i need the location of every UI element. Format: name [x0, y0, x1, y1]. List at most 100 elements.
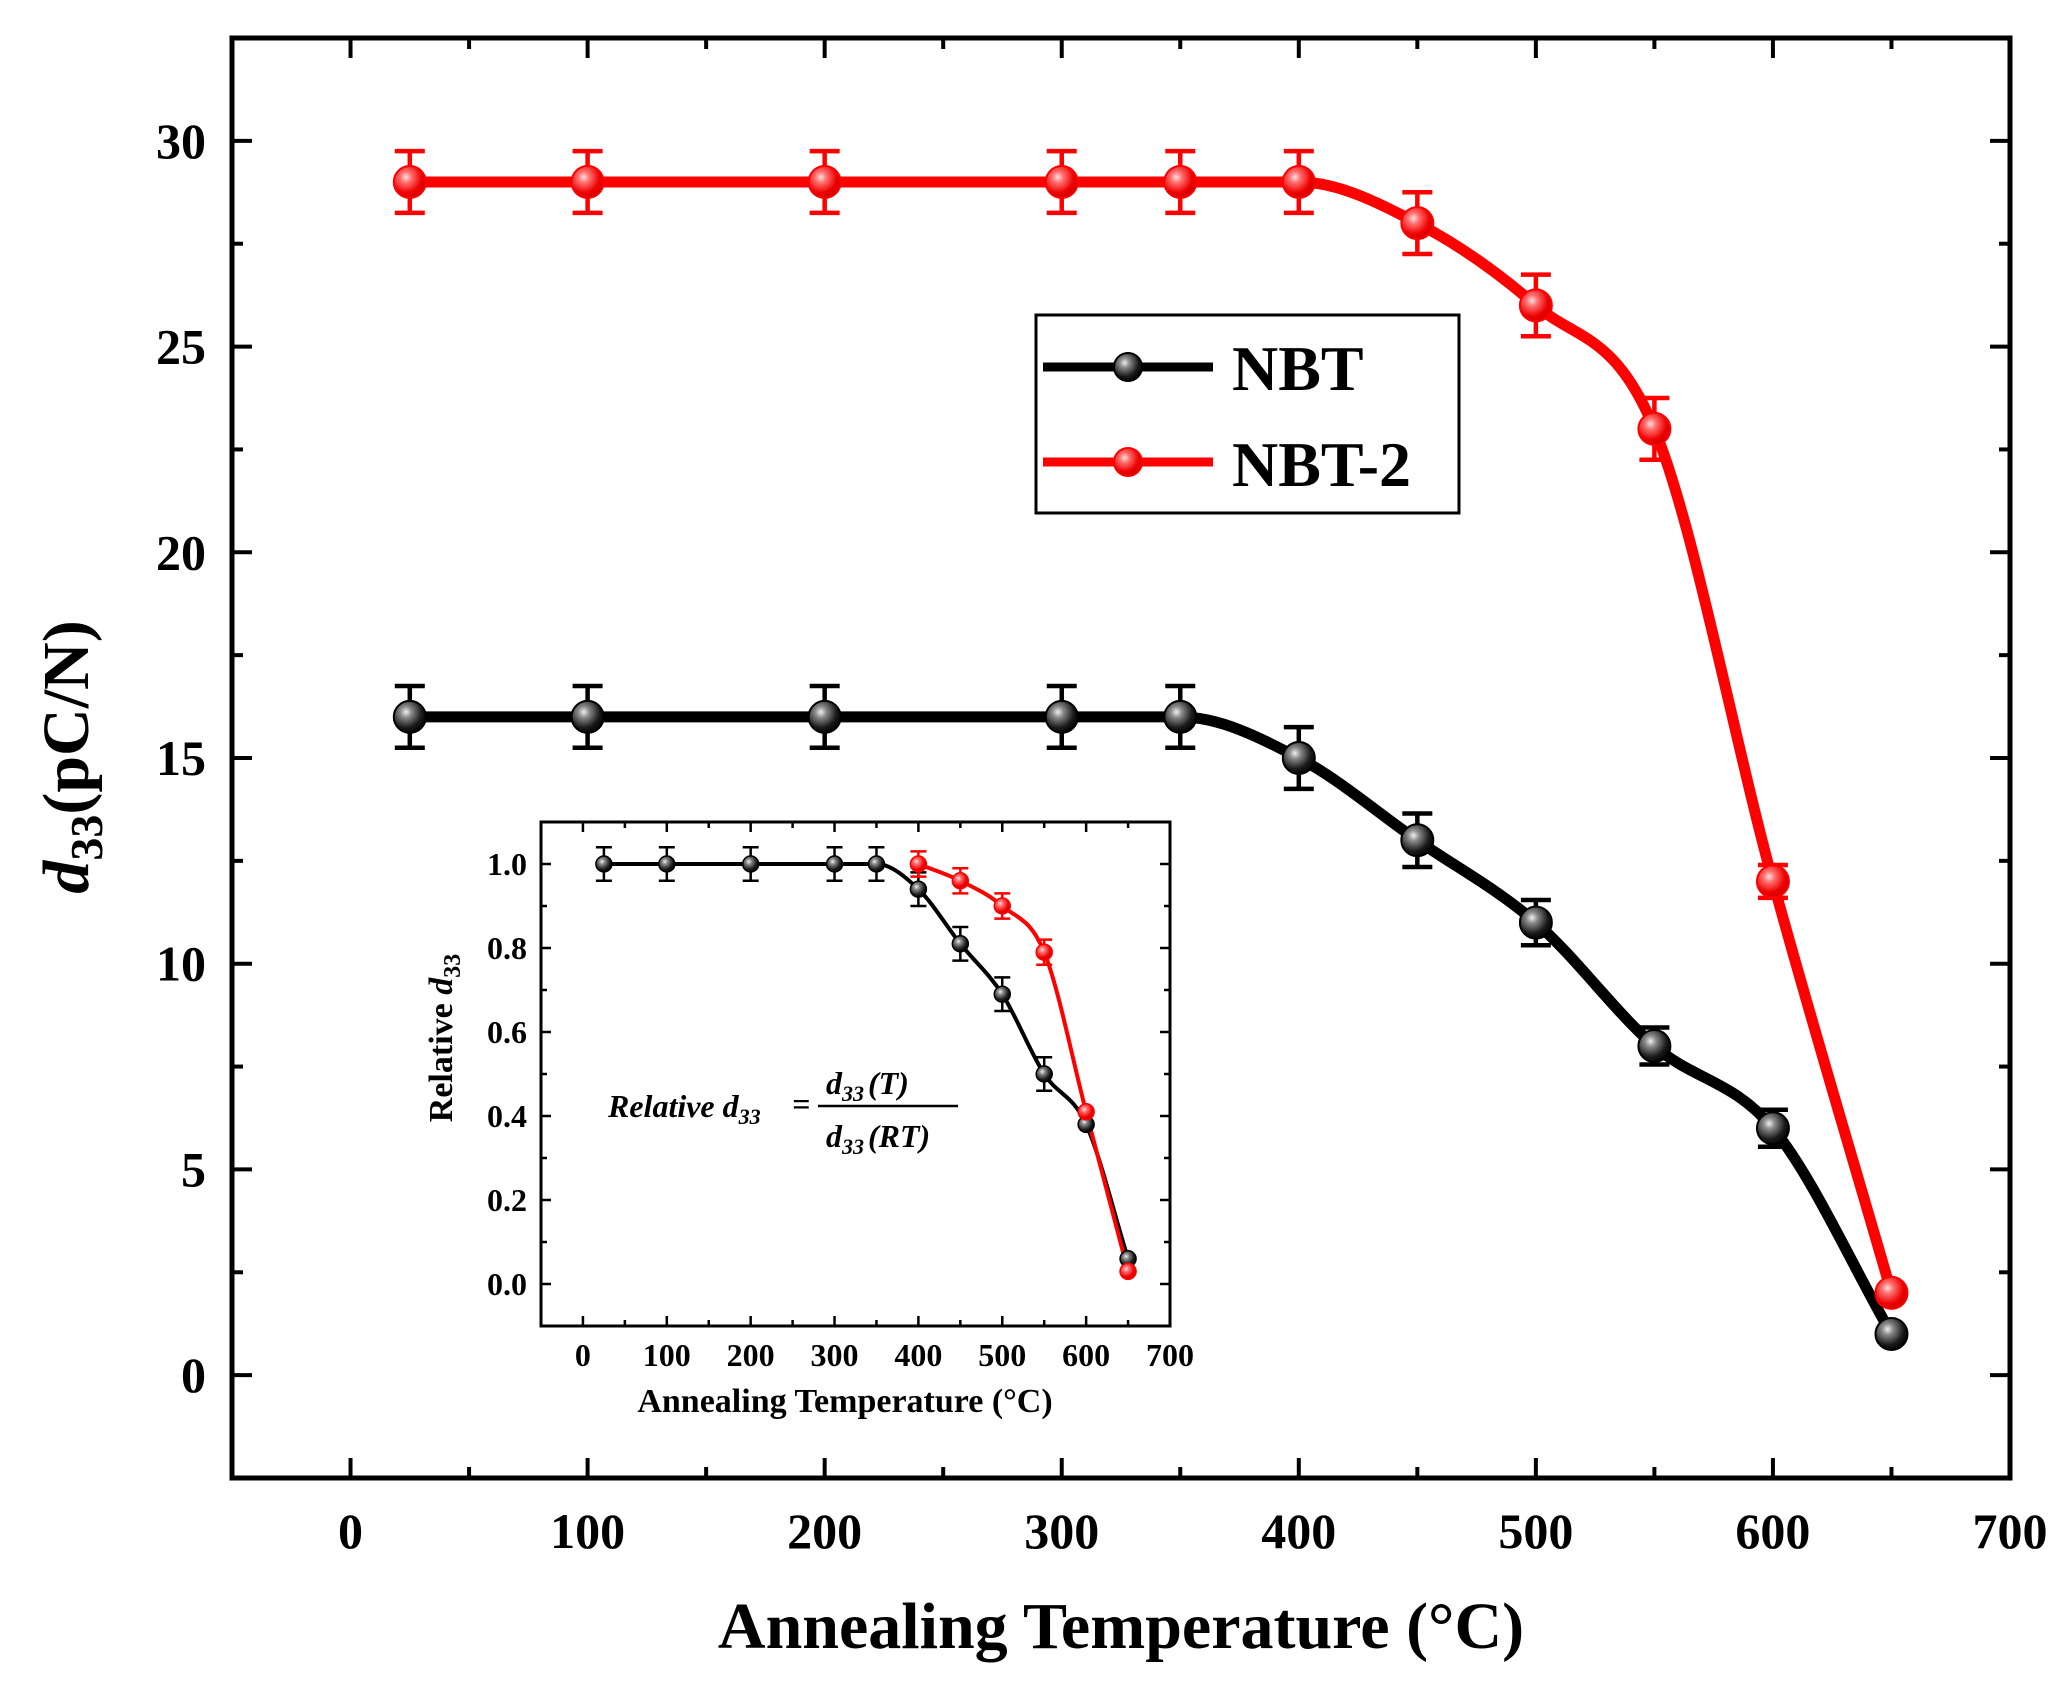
data-point-nbt — [1874, 1317, 1909, 1351]
formula-den-arg: (RT) — [868, 1118, 930, 1154]
main-x-axis-title: Annealing Temperature (°C) — [718, 1590, 1524, 1663]
inset-background — [541, 822, 1170, 1326]
data-point-nbt — [1163, 699, 1198, 734]
formula-numerator: d33 (T) — [826, 1065, 909, 1106]
data-point-nbt — [993, 985, 1012, 1003]
x-tick-label: 0 — [338, 1503, 363, 1559]
data-point-nbt — [1400, 823, 1435, 858]
legend-marker-nbt — [1113, 352, 1143, 382]
formula-num-arg: (T) — [868, 1065, 909, 1101]
y-tick-label: 25 — [156, 319, 206, 375]
legend: NBT NBT-2 — [1034, 313, 1461, 515]
main-y-axis-title-unit: (pC/N) — [30, 620, 103, 814]
x-tick-label: 300 — [811, 1337, 859, 1373]
main-plot: 0 100 200 300 400 500 600 700 0 5 10 15 20 25 30 Anne… — [30, 35, 2048, 1663]
x-tick-label: 400 — [894, 1337, 942, 1373]
x-tick-label: 0 — [575, 1337, 591, 1373]
legend-box — [1034, 313, 1461, 515]
y-tick-label: 30 — [156, 113, 206, 169]
data-point-nbt-2 — [392, 165, 427, 199]
formula-lhs: Relative d33 — [607, 1088, 761, 1129]
data-point-nbt-2 — [570, 165, 605, 199]
series-line-nbt-2 — [409, 176, 1897, 1295]
x-tick-label: 700 — [1973, 1503, 2048, 1559]
data-point-nbt-2 — [909, 855, 928, 873]
inset-axis-ticks — [539, 820, 1172, 1328]
main-y-tick-labels: 0 5 10 15 20 25 30 — [156, 113, 206, 1403]
x-tick-label: 100 — [643, 1337, 691, 1373]
inset-x-tick-labels: 0 100 200 300 400 500 600 700 — [575, 1337, 1194, 1373]
data-point-nbt-2 — [1400, 206, 1435, 241]
y-tick-label: 10 — [156, 936, 206, 992]
data-point-nbt — [807, 699, 842, 734]
data-point-nbt — [825, 855, 844, 873]
legend-label-nbt2: NBT-2 — [1232, 429, 1411, 500]
y-tick-label: 0.8 — [487, 930, 527, 966]
data-point-nbt — [1035, 1065, 1053, 1083]
inset-data-points — [595, 855, 1137, 1281]
legend-label-nbt: NBT — [1232, 333, 1364, 404]
series-line-nbt — [603, 861, 1131, 1260]
x-tick-label: 400 — [1261, 1503, 1336, 1559]
data-point-nbt-2 — [1755, 864, 1790, 899]
main-y-axis-title-d: d — [30, 860, 103, 894]
formula-den-sub: 33 — [841, 1134, 864, 1159]
data-point-nbt — [658, 855, 676, 873]
formula-equals: = — [792, 1086, 810, 1122]
x-tick-label: 600 — [1735, 1503, 1810, 1559]
data-point-nbt-2 — [1281, 165, 1316, 199]
x-tick-label: 700 — [1146, 1337, 1194, 1373]
x-tick-label: 600 — [1062, 1337, 1110, 1373]
main-y-axis-title-sub: 33 — [61, 815, 112, 861]
formula-lhs-sub: 33 — [738, 1104, 761, 1129]
y-tick-label: 0.2 — [487, 1182, 527, 1218]
y-tick-label: 20 — [156, 524, 206, 580]
y-tick-label: 0.0 — [487, 1266, 527, 1302]
x-tick-label: 500 — [1498, 1503, 1573, 1559]
main-x-tick-labels: 0 100 200 300 400 500 600 700 — [338, 1503, 2047, 1559]
inset-formula: Relative d33 = d33 (T) d33 (RT) — [607, 1065, 958, 1159]
x-tick-label: 100 — [550, 1503, 625, 1559]
formula-denominator: d33 (RT) — [826, 1118, 930, 1159]
y-tick-label: 0.6 — [487, 1014, 527, 1050]
y-tick-label: 0.4 — [487, 1098, 527, 1134]
data-point-nbt-2 — [951, 872, 970, 890]
inset-x-axis-title: Annealing Temperature (°C) — [637, 1383, 1052, 1420]
data-point-nbt — [1281, 741, 1316, 775]
x-tick-label: 500 — [978, 1337, 1026, 1373]
main-y-axis-title: d33(pC/N) — [30, 620, 112, 893]
data-point-nbt — [392, 699, 427, 734]
data-point-nbt — [1044, 699, 1079, 734]
data-point-nbt-2 — [993, 897, 1012, 915]
y-tick-label: 1.0 — [487, 846, 527, 882]
data-point-nbt — [1518, 905, 1553, 940]
x-tick-label: 200 — [787, 1503, 862, 1559]
inset-y-axis-title-d: d — [423, 977, 460, 995]
inset-plot: 0 100 200 300 400 500 600 700 0.0 0.2 0.4 0.6 0.8 1.… — [423, 820, 1194, 1420]
main-axis-ticks — [230, 36, 2012, 1480]
data-point-nbt-2 — [1163, 165, 1198, 199]
data-point-nbt-2 — [1035, 943, 1053, 961]
data-point-nbt-2 — [1077, 1103, 1095, 1121]
data-point-nbt — [867, 855, 886, 873]
formula-num-d: d — [826, 1065, 843, 1101]
y-tick-label: 15 — [156, 730, 206, 786]
data-point-nbt-2 — [1874, 1275, 1909, 1310]
inset-y-axis-title-sub: 33 — [440, 954, 466, 978]
x-tick-label: 200 — [727, 1337, 775, 1373]
formula-num-sub: 33 — [841, 1081, 864, 1106]
data-point-nbt — [595, 855, 613, 873]
inset-y-axis-title-text: Relative — [423, 995, 460, 1122]
data-point-nbt — [951, 935, 970, 953]
data-point-nbt — [1637, 1029, 1672, 1063]
data-point-nbt-2 — [1119, 1262, 1137, 1281]
y-tick-label: 5 — [181, 1141, 206, 1197]
data-point-nbt — [1755, 1111, 1790, 1146]
inset-y-tick-labels: 0.0 0.2 0.4 0.6 0.8 1.0 — [487, 846, 527, 1302]
formula-lhs-text: Relative d — [607, 1088, 740, 1124]
data-point-nbt — [570, 699, 605, 734]
data-point-nbt-2 — [1518, 288, 1553, 323]
main-data-points — [392, 165, 1909, 1351]
data-point-nbt-2 — [1637, 411, 1672, 446]
formula-den-d: d — [826, 1118, 843, 1154]
